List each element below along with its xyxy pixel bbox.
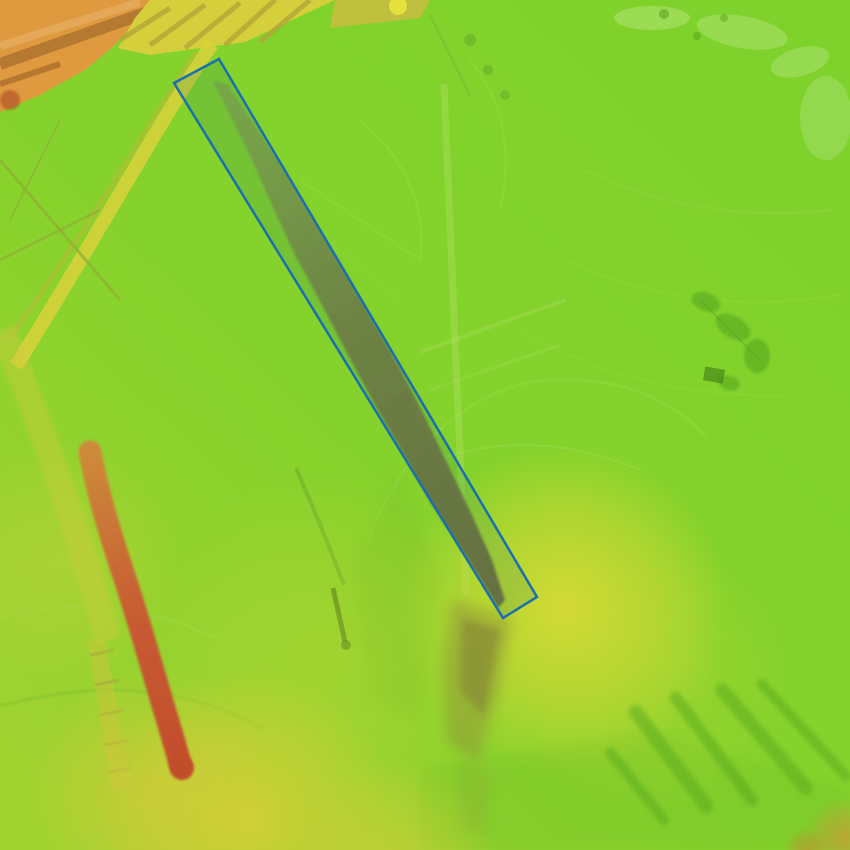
tree-clump [718, 375, 740, 391]
scrub-speck [720, 14, 728, 22]
structure-speck [464, 34, 476, 46]
gantry-band [10, 40, 218, 370]
track-scratch [419, 298, 566, 354]
truss-shadow [0, 208, 101, 262]
rail-yard [118, 0, 335, 55]
scrub-speck [693, 32, 701, 40]
truss-shadow [8, 119, 62, 221]
sand-ripple [519, 328, 791, 397]
structure-speck [483, 65, 493, 75]
sand-patch [696, 14, 788, 50]
cast-shadow-fade [456, 760, 492, 836]
heat-spot [520, 540, 800, 820]
ridge-line [359, 119, 423, 261]
rail-tracks [118, 0, 312, 50]
rail-track [223, 0, 277, 47]
tree-clump [691, 292, 721, 312]
conveyor-shadow-streak [212, 80, 505, 608]
apron-lane-dark [0, 61, 61, 87]
stockpile-crest [366, 378, 708, 541]
heat-spot [784, 828, 828, 850]
sand-patch [800, 76, 850, 160]
hut-roof [702, 366, 726, 384]
cast-shadow-core [460, 618, 500, 716]
structure-line [428, 14, 472, 96]
rail-track [183, 1, 242, 50]
annotation-rectangle[interactable] [172, 57, 539, 620]
hot-patch [0, 90, 20, 110]
shadow-below-annotation [442, 600, 512, 836]
hot-streak-red [78, 440, 192, 776]
scrub-speck [659, 9, 669, 19]
tree-shadow [670, 692, 758, 806]
rail-track [258, 0, 312, 44]
tree-clump [715, 313, 751, 341]
tree-shadow [757, 679, 850, 781]
sand-patch [770, 46, 830, 78]
rail-track [118, 5, 172, 43]
apron-lane-light [0, 0, 142, 50]
track-scratch [429, 343, 561, 392]
heat-spot [150, 470, 510, 830]
tree-shadows-bottom-right [605, 679, 850, 825]
tree-shadow [715, 683, 813, 795]
industrial-area-topleft [0, 0, 430, 112]
tree-shadow [605, 747, 669, 825]
tree-branch-shadow [699, 299, 761, 361]
structure-speck [500, 90, 510, 100]
hot-streak-group [78, 440, 194, 780]
rail-track [148, 2, 207, 48]
sand-ripple [584, 168, 833, 215]
tree-shadow [629, 705, 713, 813]
track-scratch [299, 178, 421, 262]
hot-dot [389, 0, 407, 15]
hot-streak-tip [170, 756, 194, 780]
apron-lane-dark [0, 6, 150, 70]
sand-patch [614, 6, 690, 30]
structures [605, 292, 850, 825]
ridge-line [469, 59, 507, 211]
